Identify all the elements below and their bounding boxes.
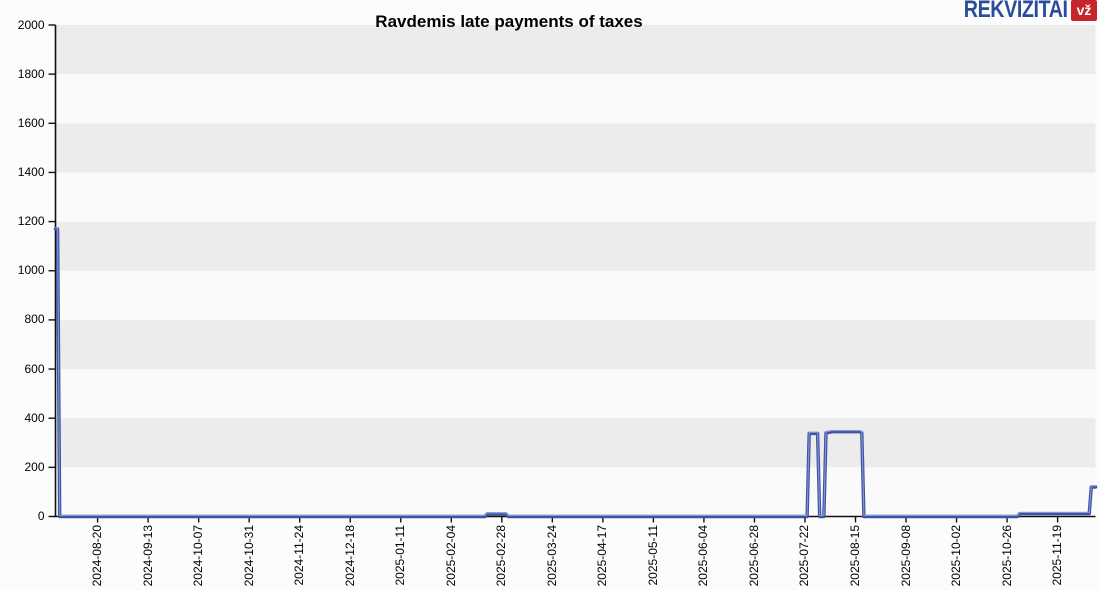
y-axis-label: 2000 [17, 17, 45, 32]
x-axis-label: 2025-10-02 [949, 525, 964, 587]
plot-band [55, 25, 1096, 75]
x-axis-label: 2024-09-13 [140, 525, 155, 587]
plot-band [55, 123, 1096, 173]
brand-logo[interactable]: REKVIZITAI vž [941, 0, 1097, 23]
y-axis-label: 600 [24, 361, 45, 376]
x-axis-label: 2025-08-15 [848, 525, 862, 587]
y-axis-label: 1400 [17, 164, 45, 179]
chart-title: Ravdemis late payments of taxes [375, 12, 643, 31]
x-axis-label: 2025-05-11 [645, 525, 660, 586]
y-axis-label: 1600 [17, 115, 45, 130]
x-axis-label: 2025-04-17 [595, 525, 610, 587]
x-axis-label: 2024-12-18 [342, 525, 357, 587]
plot-band [55, 74, 1096, 124]
plot-band [55, 172, 1096, 222]
brand-logo-text: REKVIZITAI [964, 0, 1068, 23]
x-axis-label: 2025-11-19 [1050, 525, 1065, 586]
x-axis-label: 2024-08-20 [90, 525, 105, 587]
x-axis-label: 2025-01-11 [393, 525, 408, 586]
x-axis-label: 2025-03-24 [544, 525, 559, 587]
x-axis-label: 2024-10-31 [241, 525, 256, 587]
y-axis-label: 1000 [17, 263, 45, 278]
x-axis-label: 2025-09-08 [898, 525, 913, 587]
series-line [53, 227, 1098, 519]
y-axis-label: 400 [24, 410, 45, 425]
plot-band [55, 418, 1096, 468]
y-axis-label: 800 [24, 312, 45, 327]
plot-band [55, 467, 1096, 517]
y-axis-label: 1800 [17, 66, 45, 81]
x-axis-label: 2025-06-04 [696, 525, 711, 587]
y-axis-label: 1200 [17, 214, 45, 229]
y-axis-label: 0 [37, 509, 45, 523]
x-axis-label: 2025-07-22 [797, 525, 812, 587]
x-axis-label: 2024-10-07 [191, 525, 206, 587]
x-axis-label: 2025-10-26 [999, 525, 1014, 587]
plot-band [55, 369, 1096, 419]
x-axis-label: 2025-06-28 [746, 525, 761, 587]
x-axis-label: 2024-11-24 [292, 525, 307, 586]
plot-band [55, 221, 1096, 271]
brand-logo-badge-icon: vž [1071, 0, 1097, 21]
y-axis-label: 200 [24, 459, 45, 474]
plot-band [55, 270, 1096, 320]
plot-band [55, 319, 1096, 370]
series-line-highlight [54, 227, 1097, 516]
x-axis-label: 2025-02-28 [494, 525, 509, 587]
x-axis-label: 2025-02-04 [443, 525, 458, 587]
